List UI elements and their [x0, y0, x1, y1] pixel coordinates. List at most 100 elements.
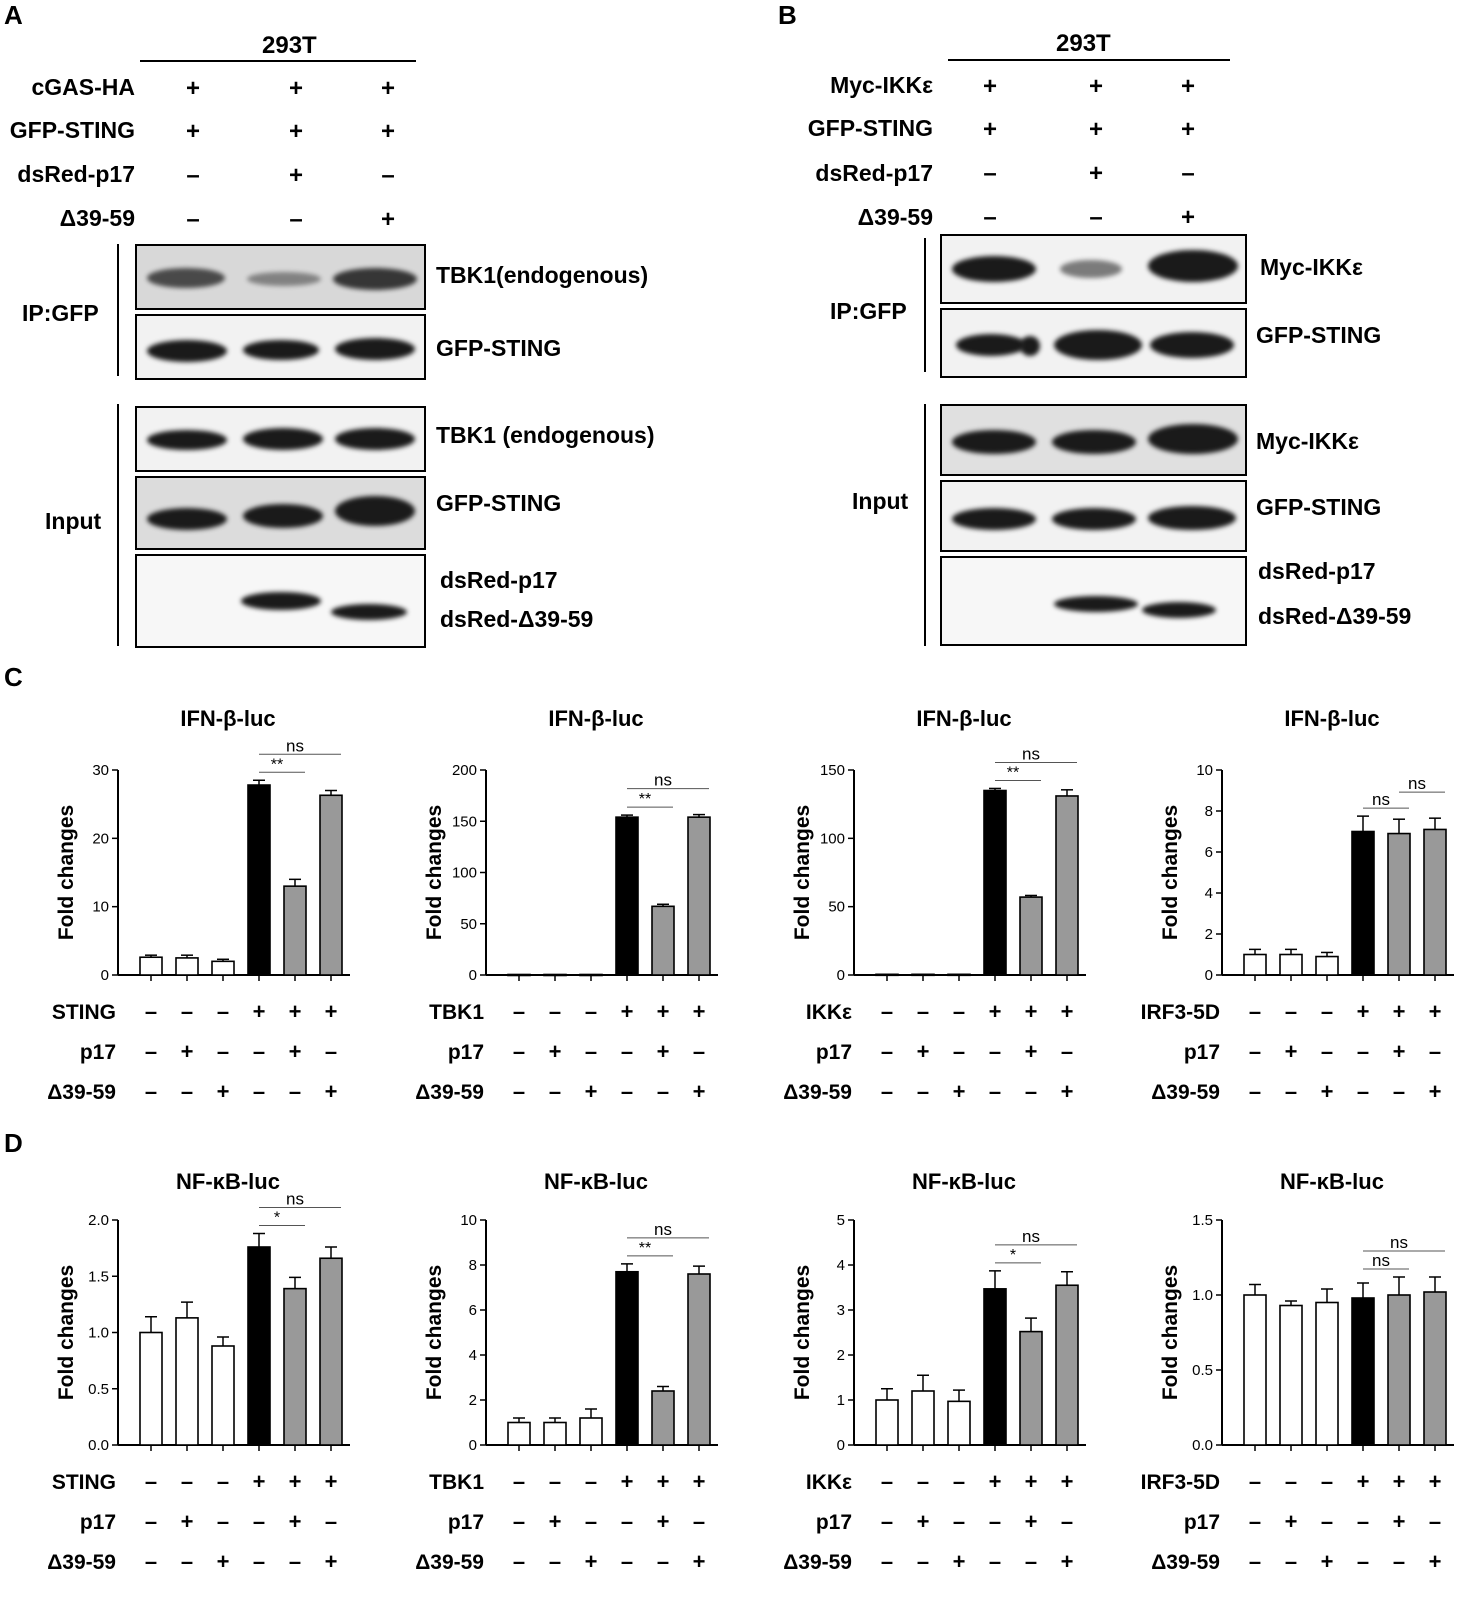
- band: [241, 592, 321, 610]
- condition-sign: –: [217, 1509, 229, 1534]
- blot-a-input-sting: [135, 476, 426, 550]
- band: [1150, 332, 1234, 358]
- condition-sign: –: [513, 1079, 525, 1104]
- condition-sign: –: [145, 1509, 157, 1534]
- condition-label: Δ39-59: [415, 1081, 484, 1104]
- bar: [1279, 1304, 1303, 1446]
- sign-a-2-1: +: [288, 162, 304, 189]
- condition-label: Δ39-59: [415, 1551, 484, 1574]
- band: [331, 604, 407, 620]
- condition-sign: –: [917, 1079, 929, 1104]
- condition-label: TBK1: [429, 1471, 484, 1494]
- condition-sign: –: [585, 1469, 597, 1494]
- condition-label: Δ39-59: [1151, 1081, 1220, 1104]
- sign-a-2-2: –: [381, 162, 395, 189]
- condition-sign: –: [145, 999, 157, 1024]
- condition-sign: –: [145, 1469, 157, 1494]
- condition-label: IKKε: [806, 1001, 852, 1024]
- y-tick-label: 3: [837, 1302, 845, 1319]
- y-tick-label: 6: [1205, 844, 1213, 861]
- condition-sign: +: [1393, 1469, 1406, 1494]
- condition-sign: +: [289, 1469, 302, 1494]
- significance-label: **: [639, 1240, 651, 1257]
- blot-a-input-tbk1: [135, 406, 426, 472]
- blot-label-a-5: dsRed-Δ39-59: [440, 606, 594, 632]
- band: [243, 504, 323, 528]
- y-axis-label: Fold changes: [55, 1265, 78, 1400]
- condition-sign: –: [549, 1549, 561, 1574]
- bar: [615, 1270, 639, 1446]
- row-label-a-2: dsRed-p17: [17, 161, 135, 187]
- condition-sign: +: [585, 1079, 598, 1104]
- significance-label: ns: [286, 736, 304, 755]
- cell-line-label-b: 293T: [1056, 30, 1111, 57]
- significance-label: ns: [286, 1190, 304, 1209]
- bar: [507, 973, 531, 977]
- y-axis-label: Fold changes: [791, 805, 814, 940]
- condition-label: STING: [52, 1001, 116, 1024]
- condition-sign: –: [1249, 1509, 1261, 1534]
- condition-sign: –: [325, 1509, 337, 1534]
- condition-sign: –: [1357, 1549, 1369, 1574]
- y-tick-label: 4: [469, 1347, 477, 1364]
- bar: [947, 973, 971, 977]
- bar: [211, 960, 235, 976]
- panel-letter-d: D: [4, 1128, 23, 1158]
- condition-sign: +: [1061, 1549, 1074, 1574]
- chart-c2: IFN-β-luc Fold changes 0 50 100 150 200 **ns TBK…: [415, 706, 718, 1104]
- condition-label: TBK1: [429, 1001, 484, 1024]
- condition-sign: –: [181, 1079, 193, 1104]
- condition-sign: –: [289, 1079, 301, 1104]
- bar: [247, 1246, 271, 1446]
- y-tick-label: 0: [837, 1437, 845, 1454]
- condition-sign: +: [585, 1549, 598, 1574]
- condition-sign: –: [989, 1079, 1001, 1104]
- significance-label: **: [639, 791, 651, 808]
- bar: [507, 1421, 531, 1446]
- bar: [543, 973, 567, 977]
- condition-sign: +: [989, 999, 1002, 1024]
- condition-sign: +: [325, 1469, 338, 1494]
- condition-sign: +: [1429, 999, 1442, 1024]
- significance-label: ns: [1022, 1227, 1040, 1246]
- condition-sign: –: [1285, 1549, 1297, 1574]
- bar: [875, 973, 899, 977]
- condition-sign: +: [289, 1039, 302, 1064]
- bar: [211, 1345, 235, 1446]
- condition-sign: +: [325, 999, 338, 1024]
- condition-sign: –: [1393, 1079, 1405, 1104]
- condition-sign: +: [1061, 1079, 1074, 1104]
- condition-sign: –: [693, 1039, 705, 1064]
- band: [1148, 506, 1236, 530]
- condition-sign: –: [585, 1039, 597, 1064]
- condition-sign: –: [989, 1039, 1001, 1064]
- bar: [579, 973, 603, 977]
- y-tick-label: 4: [1205, 885, 1213, 902]
- condition-sign: –: [1285, 1079, 1297, 1104]
- condition-sign: –: [1285, 999, 1297, 1024]
- sign-a-3-2: +: [380, 206, 396, 233]
- cell-line-underline-a: [140, 60, 416, 62]
- band: [956, 334, 1026, 356]
- band: [247, 272, 321, 286]
- sign-b-0-0: +: [982, 73, 998, 100]
- condition-sign: +: [325, 1549, 338, 1574]
- row-label-b-1: GFP-STING: [807, 115, 933, 141]
- condition-sign: +: [181, 1509, 194, 1534]
- y-axis-label: Fold changes: [423, 805, 446, 940]
- condition-sign: +: [1025, 1509, 1038, 1534]
- y-tick-label: 50: [460, 916, 477, 933]
- condition-sign: –: [145, 1039, 157, 1064]
- condition-sign: –: [325, 1039, 337, 1064]
- condition-sign: +: [989, 1469, 1002, 1494]
- y-tick-label: 0: [837, 967, 845, 984]
- condition-sign: –: [1357, 1079, 1369, 1104]
- cell-line-label-a: 293T: [262, 32, 317, 59]
- condition-sign: +: [657, 1509, 670, 1534]
- y-axis-label: Fold changes: [1159, 1265, 1182, 1400]
- y-tick-label: 150: [820, 762, 845, 779]
- condition-sign: +: [289, 1509, 302, 1534]
- panel-letter-b: B: [778, 0, 797, 30]
